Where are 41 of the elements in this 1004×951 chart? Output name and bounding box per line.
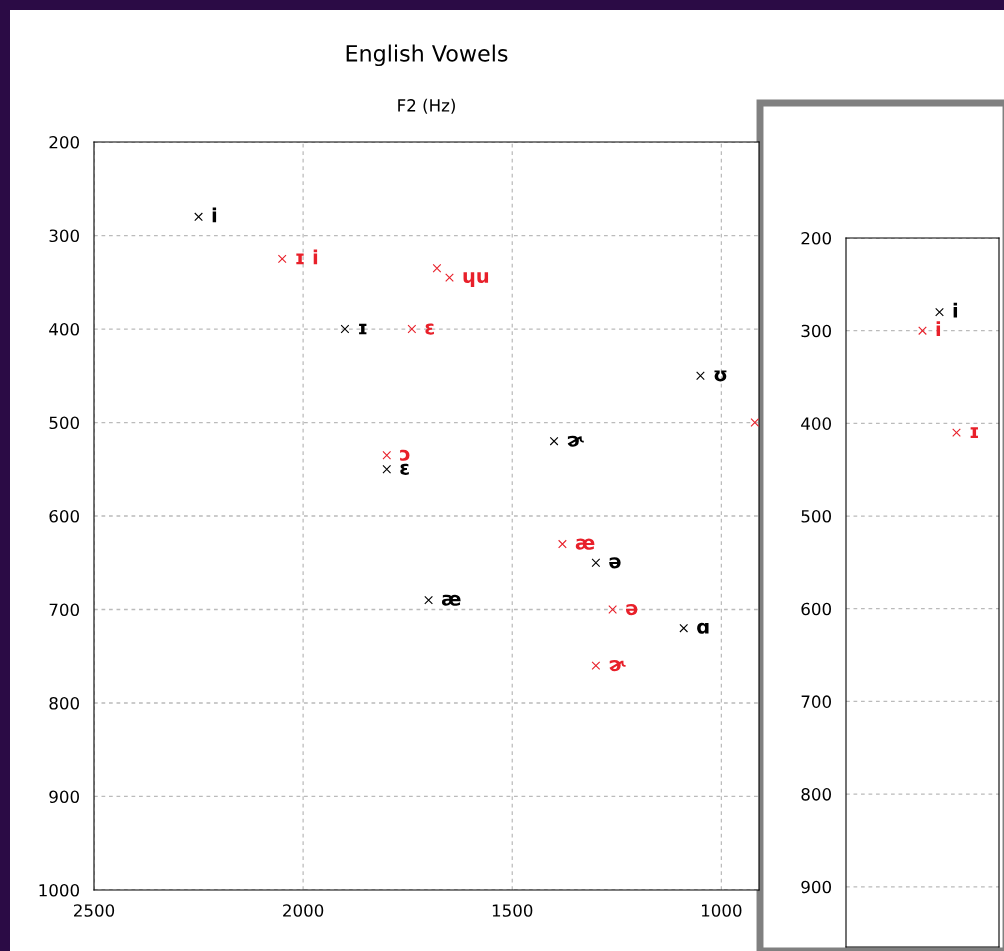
x-tick-label: 1000	[701, 904, 742, 917]
data-label: ɪ	[970, 427, 978, 438]
y-tick-label: 900	[801, 880, 831, 894]
x-tick-label: 1500	[492, 904, 533, 917]
data-label: ɛ	[400, 463, 409, 475]
y-tick-label: 500	[49, 416, 79, 430]
x-tick-label: 2500	[74, 904, 115, 917]
y-tick-label: 700	[801, 695, 831, 708]
y-tick-label: 700	[49, 603, 79, 617]
x-axis-title: F2 (Hz)	[398, 98, 455, 114]
data-label: i	[953, 302, 958, 318]
data-label: i	[212, 207, 217, 223]
y-tick-label: 800	[801, 788, 831, 801]
y-tick-label: 300	[801, 324, 831, 338]
data-label: ɪ	[359, 323, 367, 335]
y-tick-label: 800	[49, 696, 79, 710]
chart-title: English Vowels	[346, 44, 508, 67]
y-tick-label: 300	[49, 229, 79, 243]
y-tick-label: 900	[49, 790, 79, 804]
data-label: ɥu	[463, 272, 489, 287]
data-label: ɪ i	[296, 249, 318, 265]
y-tick-label: 200	[49, 135, 79, 149]
data-label: ə	[609, 557, 621, 569]
data-label: æ	[441, 594, 461, 606]
y-tick-label: 400	[49, 322, 79, 336]
data-label: i	[936, 321, 941, 337]
y-tick-label: 600	[49, 509, 79, 523]
y-tick-label: 600	[801, 602, 831, 616]
y-tick-label: 500	[801, 510, 831, 523]
data-label: ɚ	[609, 660, 626, 672]
data-label: ɔ	[400, 449, 410, 461]
y-tick-label: 400	[801, 417, 831, 430]
data-label: ʊ	[714, 370, 727, 382]
data-label: ɛ	[425, 323, 434, 335]
x-tick-label: 2000	[283, 904, 324, 917]
y-tick-label: 1000	[39, 883, 79, 897]
data-label: ə	[625, 603, 638, 616]
data-label: ɑ	[697, 622, 709, 634]
y-tick-label: 200	[801, 231, 831, 245]
data-label: ɚ	[567, 435, 584, 447]
data-label: æ	[575, 538, 595, 550]
